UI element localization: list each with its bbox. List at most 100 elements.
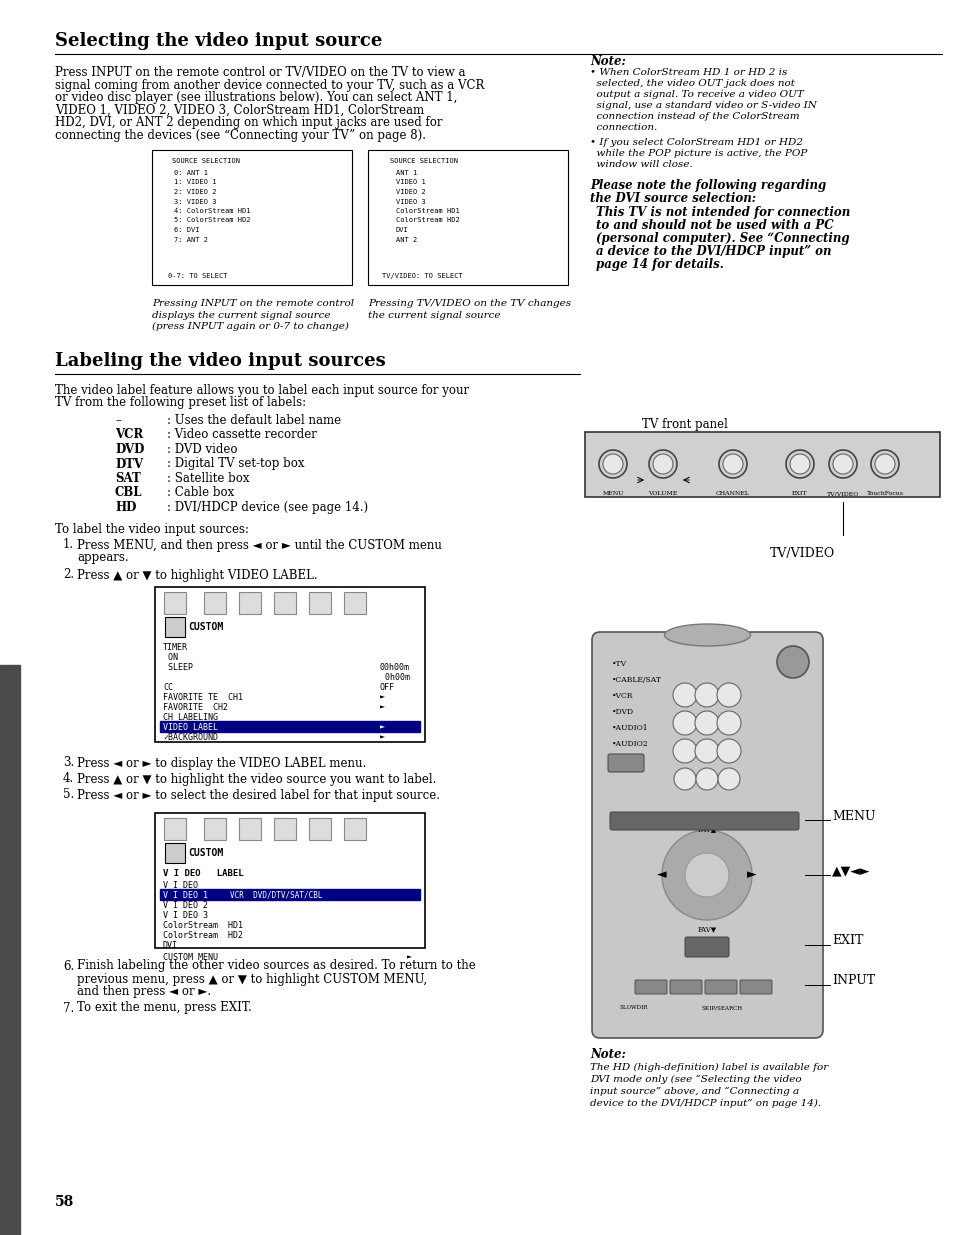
Text: input source” above, and “Connecting a: input source” above, and “Connecting a: [589, 1087, 799, 1097]
Text: 3.: 3.: [63, 757, 74, 769]
Text: CHANNEL: CHANNEL: [716, 492, 749, 496]
Circle shape: [717, 711, 740, 735]
Text: VOLUME: VOLUME: [648, 492, 677, 496]
Text: INPUT: INPUT: [831, 974, 874, 988]
Text: 0-7: TO SELECT: 0-7: TO SELECT: [168, 273, 227, 279]
Text: connection.: connection.: [589, 124, 657, 132]
Text: 0h00m: 0h00m: [379, 673, 410, 682]
Text: HD: HD: [115, 501, 136, 514]
Circle shape: [776, 646, 808, 678]
Text: Press ◄ or ► to select the desired label for that input source.: Press ◄ or ► to select the desired label…: [77, 788, 439, 802]
Text: signal, use a standard video or S-video IN: signal, use a standard video or S-video …: [589, 101, 816, 110]
Text: ColorStream  HD2: ColorStream HD2: [163, 930, 243, 940]
Bar: [274, 818, 295, 840]
Text: 1: 1: [680, 685, 688, 697]
Circle shape: [602, 454, 622, 474]
Bar: [584, 432, 939, 496]
Text: connecting the devices (see “Connecting your TV” on page 8).: connecting the devices (see “Connecting …: [55, 128, 426, 142]
Text: : Satellite box: : Satellite box: [167, 472, 250, 485]
Text: Press INPUT on the remote control or TV/VIDEO on the TV to view a: Press INPUT on the remote control or TV/…: [55, 65, 465, 79]
Bar: [204, 592, 226, 614]
Text: • When ColorStream HD 1 or HD 2 is: • When ColorStream HD 1 or HD 2 is: [589, 68, 786, 77]
Circle shape: [661, 830, 751, 920]
Text: TV from the following preset list of labels:: TV from the following preset list of lab…: [55, 396, 306, 409]
Text: VIDEO 3: VIDEO 3: [395, 199, 425, 205]
Text: selected, the video OUT jack does not: selected, the video OUT jack does not: [589, 79, 794, 88]
Circle shape: [672, 739, 697, 763]
Text: • If you select ColorStream HD1 or HD2: • If you select ColorStream HD1 or HD2: [589, 138, 802, 147]
Text: : Digital TV set-top box: : Digital TV set-top box: [167, 457, 304, 471]
Bar: [344, 592, 366, 614]
Text: 2.: 2.: [63, 568, 74, 582]
Text: Pressing TV/VIDEO on the TV changes: Pressing TV/VIDEO on the TV changes: [368, 299, 571, 308]
Text: VIDEO 1, VIDEO 2, VIDEO 3, ColorStream HD1, ColorStream: VIDEO 1, VIDEO 2, VIDEO 3, ColorStream H…: [55, 104, 424, 116]
Text: a device to the DVI/HDCP input” on: a device to the DVI/HDCP input” on: [596, 245, 831, 258]
Bar: [160, 720, 419, 731]
Text: ►: ►: [379, 722, 385, 731]
Text: 0: 0: [703, 772, 709, 781]
Ellipse shape: [664, 624, 750, 646]
Circle shape: [695, 711, 719, 735]
Text: SLEEP: SLEEP: [163, 662, 193, 672]
Text: Note:: Note:: [589, 56, 625, 68]
Circle shape: [874, 454, 894, 474]
Text: TouchFocus: TouchFocus: [865, 492, 902, 496]
Bar: [154, 587, 424, 741]
Text: TV/VIDEO: TV/VIDEO: [826, 492, 859, 496]
Bar: [309, 818, 331, 840]
Text: ►: ►: [746, 868, 756, 882]
Text: EXIT: EXIT: [831, 935, 862, 947]
Text: V I DEO 1: V I DEO 1: [163, 890, 208, 899]
Text: 5: 5: [702, 714, 710, 724]
Text: To label the video input sources:: To label the video input sources:: [55, 524, 249, 536]
Text: SAT: SAT: [115, 472, 141, 485]
Text: ►: ►: [379, 693, 385, 701]
Text: 9: 9: [724, 742, 732, 752]
Text: ✓BACKGROUND: ✓BACKGROUND: [163, 732, 218, 741]
Text: HD2, DVI, or ANT 2 depending on which input jacks are used for: HD2, DVI, or ANT 2 depending on which in…: [55, 116, 442, 128]
Text: ▲▼◄►: ▲▼◄►: [831, 864, 869, 878]
Circle shape: [717, 683, 740, 706]
Text: TV/VIDEO: TV/VIDEO: [770, 547, 835, 559]
FancyBboxPatch shape: [607, 755, 643, 772]
Text: ColorStream HD2: ColorStream HD2: [395, 217, 459, 224]
Text: displays the current signal source: displays the current signal source: [152, 310, 330, 320]
Bar: [204, 818, 226, 840]
Text: ►: ►: [407, 952, 412, 962]
Text: connection instead of the ColorStream: connection instead of the ColorStream: [589, 112, 799, 121]
FancyBboxPatch shape: [704, 981, 737, 994]
Bar: [309, 592, 331, 614]
Text: 58: 58: [55, 1195, 74, 1209]
Text: TV front panel: TV front panel: [641, 417, 727, 431]
Text: Press ▲ or ▼ to highlight VIDEO LABEL.: Press ▲ or ▼ to highlight VIDEO LABEL.: [77, 568, 317, 582]
Text: 1.: 1.: [63, 538, 74, 552]
Text: MENU: MENU: [831, 809, 875, 823]
Text: TV/VIDEO: TO SELECT: TV/VIDEO: TO SELECT: [381, 273, 462, 279]
Text: VIDEO LABEL: VIDEO LABEL: [163, 722, 218, 731]
Text: The video label feature allows you to label each input source for your: The video label feature allows you to la…: [55, 384, 469, 396]
Text: appears.: appears.: [77, 552, 129, 564]
Circle shape: [718, 768, 740, 790]
Circle shape: [696, 768, 718, 790]
Bar: [160, 888, 419, 899]
Text: VCR: VCR: [115, 429, 143, 441]
Bar: [0, 664, 20, 1235]
FancyBboxPatch shape: [684, 937, 728, 957]
Text: TIMER: TIMER: [163, 642, 188, 652]
Text: FAVORITE TE  CH1: FAVORITE TE CH1: [163, 693, 243, 701]
Circle shape: [722, 454, 742, 474]
Bar: [154, 813, 424, 947]
Text: : Uses the default label name: : Uses the default label name: [167, 414, 341, 427]
Bar: [165, 616, 185, 636]
Text: ANT 2: ANT 2: [395, 236, 416, 242]
Text: 0: ANT 1: 0: ANT 1: [173, 170, 208, 177]
Text: 3: VIDEO 3: 3: VIDEO 3: [173, 199, 216, 205]
Text: FAV▼: FAV▼: [697, 925, 716, 932]
Text: : DVD video: : DVD video: [167, 443, 237, 456]
Circle shape: [684, 853, 728, 897]
Bar: [152, 149, 352, 285]
Text: MUTE: MUTE: [747, 986, 765, 990]
Text: ►: ►: [379, 703, 385, 711]
Circle shape: [673, 768, 696, 790]
Text: •VCR: •VCR: [612, 692, 633, 700]
